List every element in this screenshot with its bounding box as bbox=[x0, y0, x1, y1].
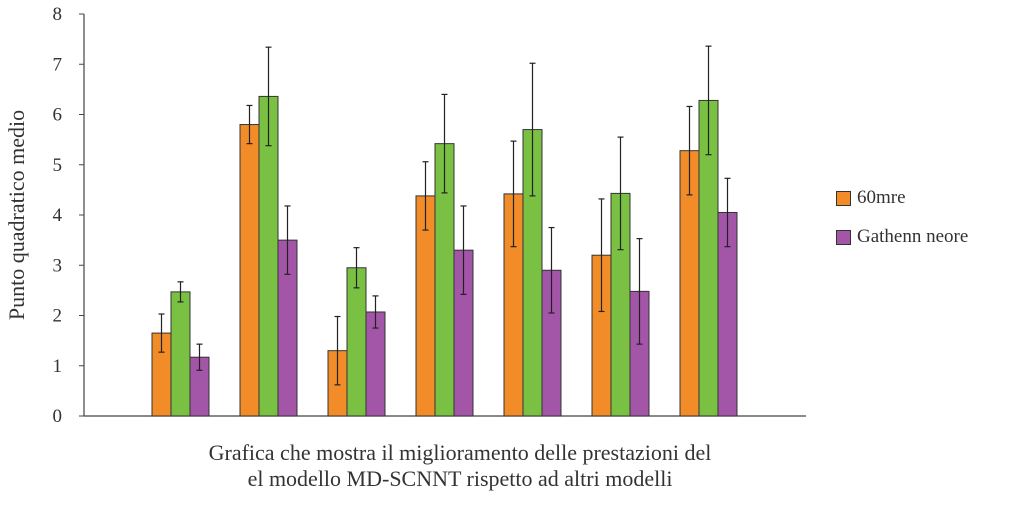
legend-item-series3: Gathenn neore bbox=[836, 226, 968, 248]
bar bbox=[170, 291, 191, 417]
y-tick-label: 8 bbox=[53, 4, 63, 25]
y-tick-label: 6 bbox=[53, 105, 63, 126]
y-tick-label: 7 bbox=[53, 54, 63, 75]
chart-caption-line1: Grafica che mostra il miglioramento dell… bbox=[208, 440, 712, 465]
bar bbox=[346, 267, 367, 417]
y-tick-label: 4 bbox=[53, 205, 63, 226]
y-axis-label: Punto quadratico medio bbox=[4, 110, 29, 320]
y-tick-label: 2 bbox=[53, 306, 63, 327]
y-tick-label: 5 bbox=[53, 155, 63, 176]
y-tick-label: 0 bbox=[53, 406, 63, 427]
legend-label-series3: Gathenn neore bbox=[857, 226, 969, 247]
legend-swatch-series3 bbox=[836, 229, 851, 245]
bars bbox=[151, 45, 738, 417]
bar bbox=[239, 124, 260, 417]
legend-swatch-series1 bbox=[836, 190, 851, 206]
legend-label-series1: 60mre bbox=[857, 187, 906, 208]
legend-item-series1: 60mre bbox=[836, 187, 906, 209]
y-tick-label: 1 bbox=[53, 356, 63, 377]
y-tick-label: 3 bbox=[53, 255, 63, 276]
chart-caption-line2: el modello MD-SCNNT rispetto ad altri mo… bbox=[247, 466, 673, 491]
